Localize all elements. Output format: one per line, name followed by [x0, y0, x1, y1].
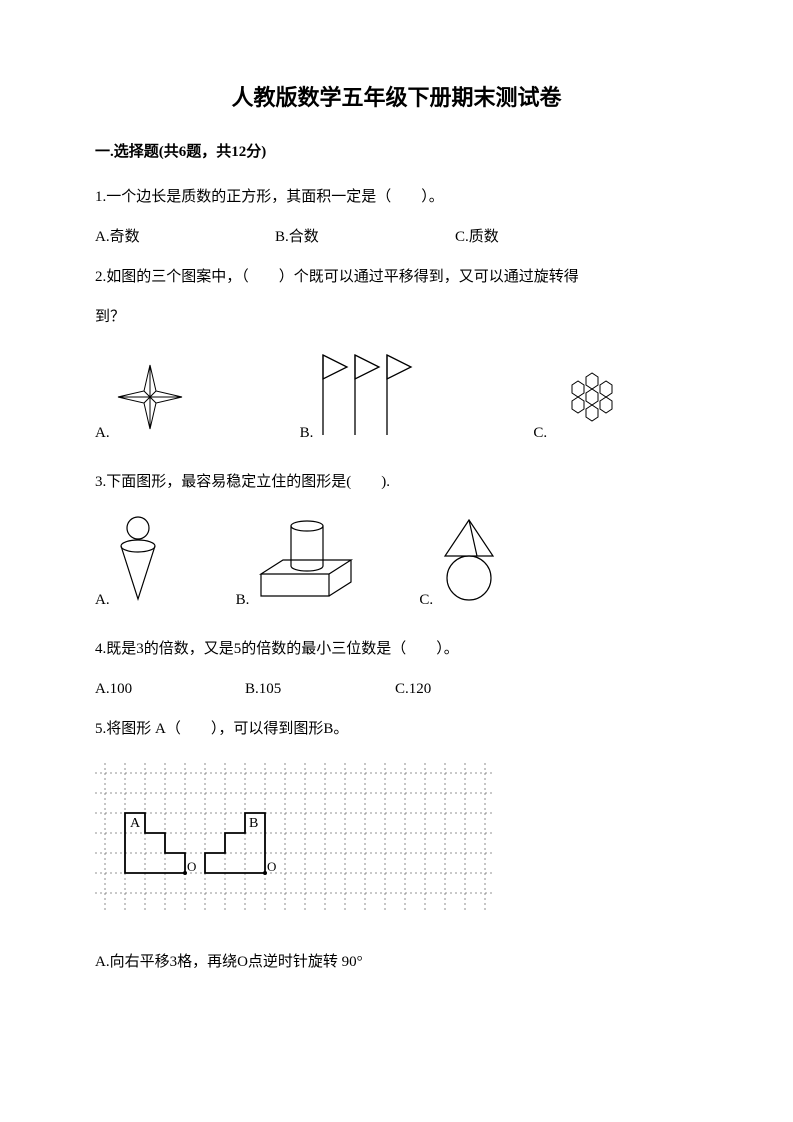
- page-title: 人教版数学五年级下册期末测试卷: [95, 80, 698, 112]
- q5-grid-figure: A B O O: [95, 763, 698, 918]
- q3-image-row: A. B.: [95, 514, 698, 609]
- q1-option-b: B.合数: [275, 219, 455, 255]
- q1-text: 1.一个边长是质数的正方形，其面积一定是（ ）。: [95, 179, 698, 215]
- q2-line2: 到？: [95, 299, 698, 335]
- q3-label-c: C.: [419, 592, 433, 609]
- pyramid-sphere-icon: [433, 514, 505, 609]
- grid-label-o1: O: [187, 859, 196, 874]
- q2-option-c: C.: [533, 357, 637, 442]
- q3-text: 3.下面图形，最容易稳定立住的图形是( ).: [95, 464, 698, 500]
- q2-option-a: A.: [95, 357, 190, 442]
- q2-line1: 2.如图的三个图案中，（ ）个既可以通过平移得到，又可以通过旋转得: [95, 259, 698, 295]
- grid-label-a: A: [130, 816, 141, 831]
- q4-option-c: C.120: [395, 671, 545, 707]
- q2-image-row: A. B.: [95, 349, 698, 442]
- q2-option-b: B.: [300, 349, 414, 442]
- hexagons-icon: [547, 357, 637, 442]
- grid-label-b: B: [249, 816, 258, 831]
- q4-options: A.100 B.105 C.120: [95, 671, 698, 707]
- q4-text: 4.既是3的倍数，又是5的倍数的最小三位数是（ ）。: [95, 631, 698, 667]
- q2-label-b: B.: [300, 425, 314, 442]
- q1-option-a: A.奇数: [95, 219, 275, 255]
- cone-sphere-icon: [110, 514, 166, 609]
- q3-option-a: A.: [95, 514, 166, 609]
- q3-option-c: C.: [419, 514, 505, 609]
- q1-option-c: C.质数: [455, 219, 635, 255]
- q4-option-b: B.105: [245, 671, 395, 707]
- flags-icon: [313, 349, 413, 442]
- q1-options: A.奇数 B.合数 C.质数: [95, 219, 698, 255]
- q2-label-c: C.: [533, 425, 547, 442]
- q2-label-a: A.: [95, 425, 110, 442]
- q5-option-a: A.向右平移3格，再绕O点逆时针旋转 90°: [95, 944, 698, 980]
- grid-label-o2: O: [267, 859, 276, 874]
- cylinder-box-icon: [249, 514, 359, 609]
- q5-text: 5.将图形 A（ ），可以得到图形B。: [95, 711, 698, 747]
- q3-label-b: B.: [236, 592, 250, 609]
- q4-option-a: A.100: [95, 671, 245, 707]
- q3-label-a: A.: [95, 592, 110, 609]
- section-header: 一.选择题(共6题，共12分): [95, 140, 698, 161]
- q3-option-b: B.: [236, 514, 360, 609]
- star-icon: [110, 357, 190, 442]
